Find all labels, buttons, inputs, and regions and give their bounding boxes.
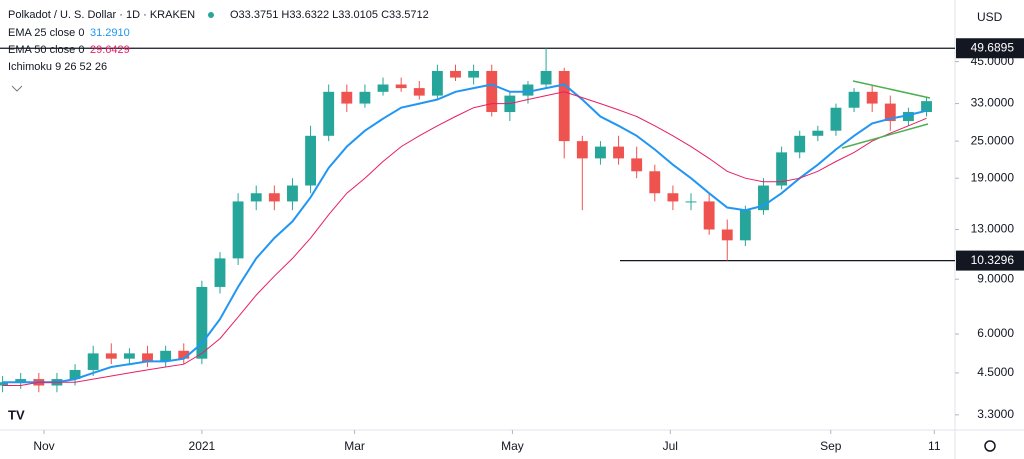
symbol-title: Polkadot / U. S. Dollar · 1D · KRAKEN [8, 9, 195, 21]
currency[interactable]: USD [977, 10, 1003, 24]
y-tick-label: 25.0000 [971, 133, 1015, 147]
candle-body [649, 171, 661, 194]
candle-body [323, 91, 335, 136]
candle-body [558, 70, 570, 142]
candle-body [0, 382, 9, 386]
logo: TV [8, 407, 25, 422]
candle-body [413, 88, 425, 96]
level-label: 10.3296 [971, 253, 1015, 267]
y-tick-label: 9.0000 [977, 271, 1014, 285]
y-tick-label: 6.0000 [977, 326, 1014, 340]
candle-body [196, 286, 208, 359]
y-tick-label: 13.0000 [971, 222, 1015, 236]
candle-body [794, 135, 806, 153]
x-tick-label: 11 [928, 439, 941, 453]
ohlc: O33.3751 H33.6322 L33.0105 C33.5712 [230, 9, 429, 21]
x-tick-label: 2021 [189, 439, 216, 453]
candle-body [776, 152, 788, 186]
candle-body [468, 70, 480, 78]
candle-body [250, 193, 262, 202]
candle-body [359, 91, 371, 104]
y-tick-label: 33.0000 [971, 96, 1015, 110]
x-tick-label: Nov [33, 439, 54, 453]
level-box [956, 38, 1024, 59]
candle-body [594, 146, 606, 159]
candle-body [866, 91, 878, 104]
trendline [841, 123, 929, 149]
candle-body [540, 70, 552, 85]
candle-body [758, 185, 769, 211]
candle-body [142, 353, 153, 362]
candle-body [395, 84, 407, 89]
candle-body [667, 193, 679, 202]
x-tick-label: May [501, 439, 524, 453]
candle-body [884, 103, 896, 122]
legend-name: EMA 25 close 0 [8, 27, 84, 39]
collapse-icon[interactable] [11, 85, 23, 92]
legend-value: 29.6429 [90, 44, 130, 56]
candle-body [341, 91, 353, 104]
candle-body [287, 185, 298, 202]
trendline [852, 80, 931, 99]
y-tick-label: 4.5000 [977, 365, 1014, 379]
candle-body [921, 101, 932, 113]
y-tick-label: 19.0000 [971, 170, 1015, 184]
candle-body [703, 201, 715, 230]
x-tick-label: Sep [820, 439, 842, 453]
candle-body [812, 130, 824, 136]
candle-body [613, 146, 624, 159]
candle-body [105, 353, 117, 359]
candle-body [305, 135, 317, 186]
candle-body [522, 84, 534, 96]
candle-body [160, 350, 172, 362]
level-label: 49.6895 [971, 40, 1015, 54]
candle-body [739, 210, 751, 241]
settings-icon[interactable] [984, 440, 996, 452]
status-dot [208, 12, 214, 18]
candle-body [123, 353, 135, 359]
x-tick-label: Jul [663, 439, 678, 453]
candle-body [450, 70, 461, 78]
legend-name: EMA 50 close 0 [8, 44, 84, 56]
plot [0, 47, 955, 393]
legend-name: Ichimoku 9 26 52 26 [8, 61, 107, 73]
y-tick-label: 3.3000 [977, 407, 1014, 421]
candle-body [848, 91, 860, 108]
candle-body [576, 141, 588, 159]
candle-body [69, 369, 81, 380]
candle-body [214, 258, 226, 287]
legend-value: 31.2910 [90, 27, 130, 39]
candle-body [685, 201, 697, 203]
ema-line [2, 83, 927, 384]
candle-body [830, 107, 842, 131]
candle-body [232, 201, 244, 259]
candle-body [377, 84, 389, 92]
candle-body [486, 70, 498, 113]
candle-body [87, 353, 99, 370]
x-tick-label: Mar [344, 439, 365, 453]
candle-body [268, 193, 280, 202]
candle-body [631, 158, 643, 172]
ema-line [2, 91, 927, 386]
candle-body [721, 229, 733, 241]
candle-body [178, 350, 190, 359]
level-box [956, 250, 1024, 271]
candle-body [431, 70, 443, 96]
candle-body [902, 112, 914, 122]
candle-body [15, 379, 27, 383]
